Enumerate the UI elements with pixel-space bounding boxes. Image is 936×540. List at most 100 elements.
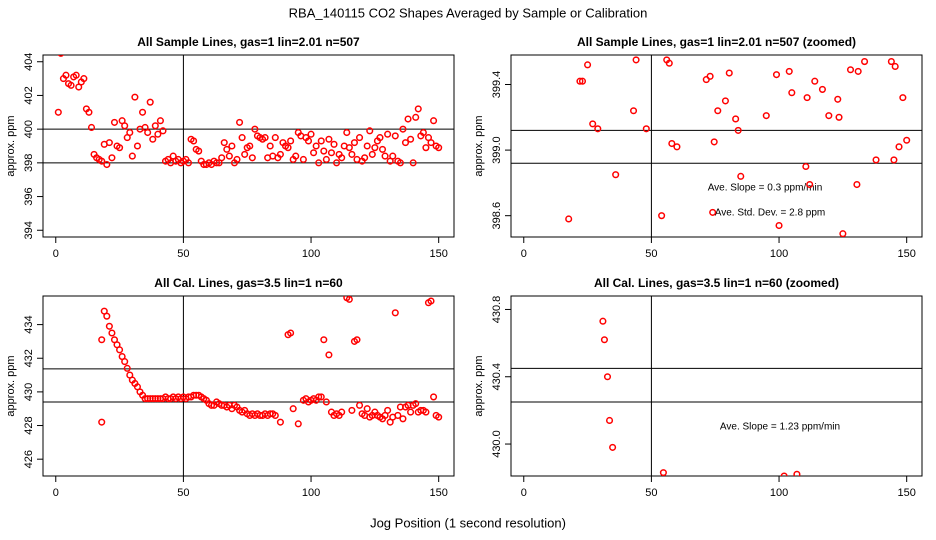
point xyxy=(190,137,198,145)
y-tick-label: 430.0 xyxy=(491,430,503,458)
point xyxy=(668,139,676,148)
point xyxy=(338,154,346,162)
point xyxy=(131,93,139,101)
panel: All Sample Lines, gas=1 lin=2.01 n=507 ap… xyxy=(5,35,455,260)
y-tick-label: 404 xyxy=(23,53,35,71)
y-tick-label: 396 xyxy=(23,187,35,205)
y-axis-label: approx. ppm xyxy=(473,115,485,176)
point xyxy=(394,411,402,419)
panel: All Cal. Lines, gas=3.5 lin=1 n=60 approx… xyxy=(5,276,455,499)
point xyxy=(363,142,371,150)
point xyxy=(589,120,597,128)
point xyxy=(872,156,880,164)
annotation: Ave. Slope = 0.3 ppm/min xyxy=(708,183,823,194)
point xyxy=(289,405,297,413)
panel: All Cal. Lines, gas=3.5 lin=1 n=60 (zoom… xyxy=(473,276,923,499)
point xyxy=(317,393,325,401)
point xyxy=(605,416,614,425)
point xyxy=(811,77,819,85)
x-tick-label: 50 xyxy=(645,487,657,499)
points xyxy=(98,296,443,428)
point xyxy=(414,105,422,113)
point xyxy=(220,139,228,147)
point xyxy=(105,322,113,330)
point xyxy=(355,401,364,409)
point xyxy=(565,215,573,223)
point xyxy=(658,212,666,220)
figure-title: RBA_140115 CO2 Shapes Averaged by Sample… xyxy=(289,5,648,20)
point xyxy=(123,364,131,372)
point xyxy=(292,152,300,160)
x-tick-label: 100 xyxy=(770,248,788,260)
point xyxy=(98,157,106,165)
point xyxy=(412,400,420,408)
point xyxy=(861,58,869,66)
point xyxy=(430,393,438,401)
y-axis-label: approx. ppm xyxy=(473,355,485,416)
point xyxy=(371,144,379,152)
point xyxy=(404,115,412,123)
point xyxy=(806,180,814,189)
point xyxy=(887,58,895,66)
point xyxy=(322,398,330,406)
point xyxy=(108,154,116,162)
point xyxy=(381,152,389,160)
y-tick-label: 394 xyxy=(23,221,35,239)
panel-title: All Sample Lines, gas=1 lin=2.01 n=507 (… xyxy=(577,35,856,49)
point xyxy=(80,75,88,83)
point xyxy=(399,415,407,423)
x-tick-label: 0 xyxy=(53,487,59,499)
point xyxy=(320,147,328,155)
point xyxy=(276,418,284,426)
point xyxy=(223,145,231,153)
point xyxy=(72,71,80,79)
point xyxy=(345,144,353,152)
point xyxy=(325,351,333,359)
point xyxy=(62,71,70,79)
point xyxy=(762,112,770,120)
point xyxy=(376,134,384,142)
panel-title: All Cal. Lines, gas=3.5 lin=1 n=60 xyxy=(154,276,343,290)
points xyxy=(565,56,911,237)
x-tick-label: 50 xyxy=(645,248,657,260)
point xyxy=(412,113,420,121)
point xyxy=(594,125,602,133)
point xyxy=(399,125,407,133)
point xyxy=(327,149,336,157)
point xyxy=(54,108,62,116)
point xyxy=(350,139,358,147)
point xyxy=(366,127,374,135)
y-tick-label: 398 xyxy=(23,154,35,172)
point xyxy=(706,72,714,80)
point xyxy=(788,89,796,97)
point xyxy=(890,156,898,164)
point xyxy=(834,95,842,103)
point xyxy=(391,309,399,317)
point xyxy=(422,408,430,416)
point xyxy=(665,59,673,67)
point xyxy=(67,81,75,89)
x-tick-label: 100 xyxy=(770,487,788,499)
point xyxy=(103,160,111,169)
point xyxy=(128,152,136,160)
point xyxy=(271,134,279,142)
point xyxy=(322,155,330,164)
point xyxy=(584,61,592,69)
x-tick-label: 150 xyxy=(430,248,448,260)
x-tick-label: 0 xyxy=(521,487,527,499)
point xyxy=(317,137,325,145)
point xyxy=(853,180,861,189)
plot-frame xyxy=(42,54,455,238)
point xyxy=(110,118,119,126)
point xyxy=(246,142,254,150)
x-tick-label: 50 xyxy=(177,487,189,499)
y-tick-label: 432 xyxy=(23,349,35,367)
point xyxy=(396,159,404,167)
point xyxy=(793,470,801,476)
y-tick-label: 434 xyxy=(23,315,35,333)
point xyxy=(854,67,862,75)
point xyxy=(85,108,93,116)
point xyxy=(407,408,415,416)
point xyxy=(251,125,259,133)
point xyxy=(384,406,392,414)
